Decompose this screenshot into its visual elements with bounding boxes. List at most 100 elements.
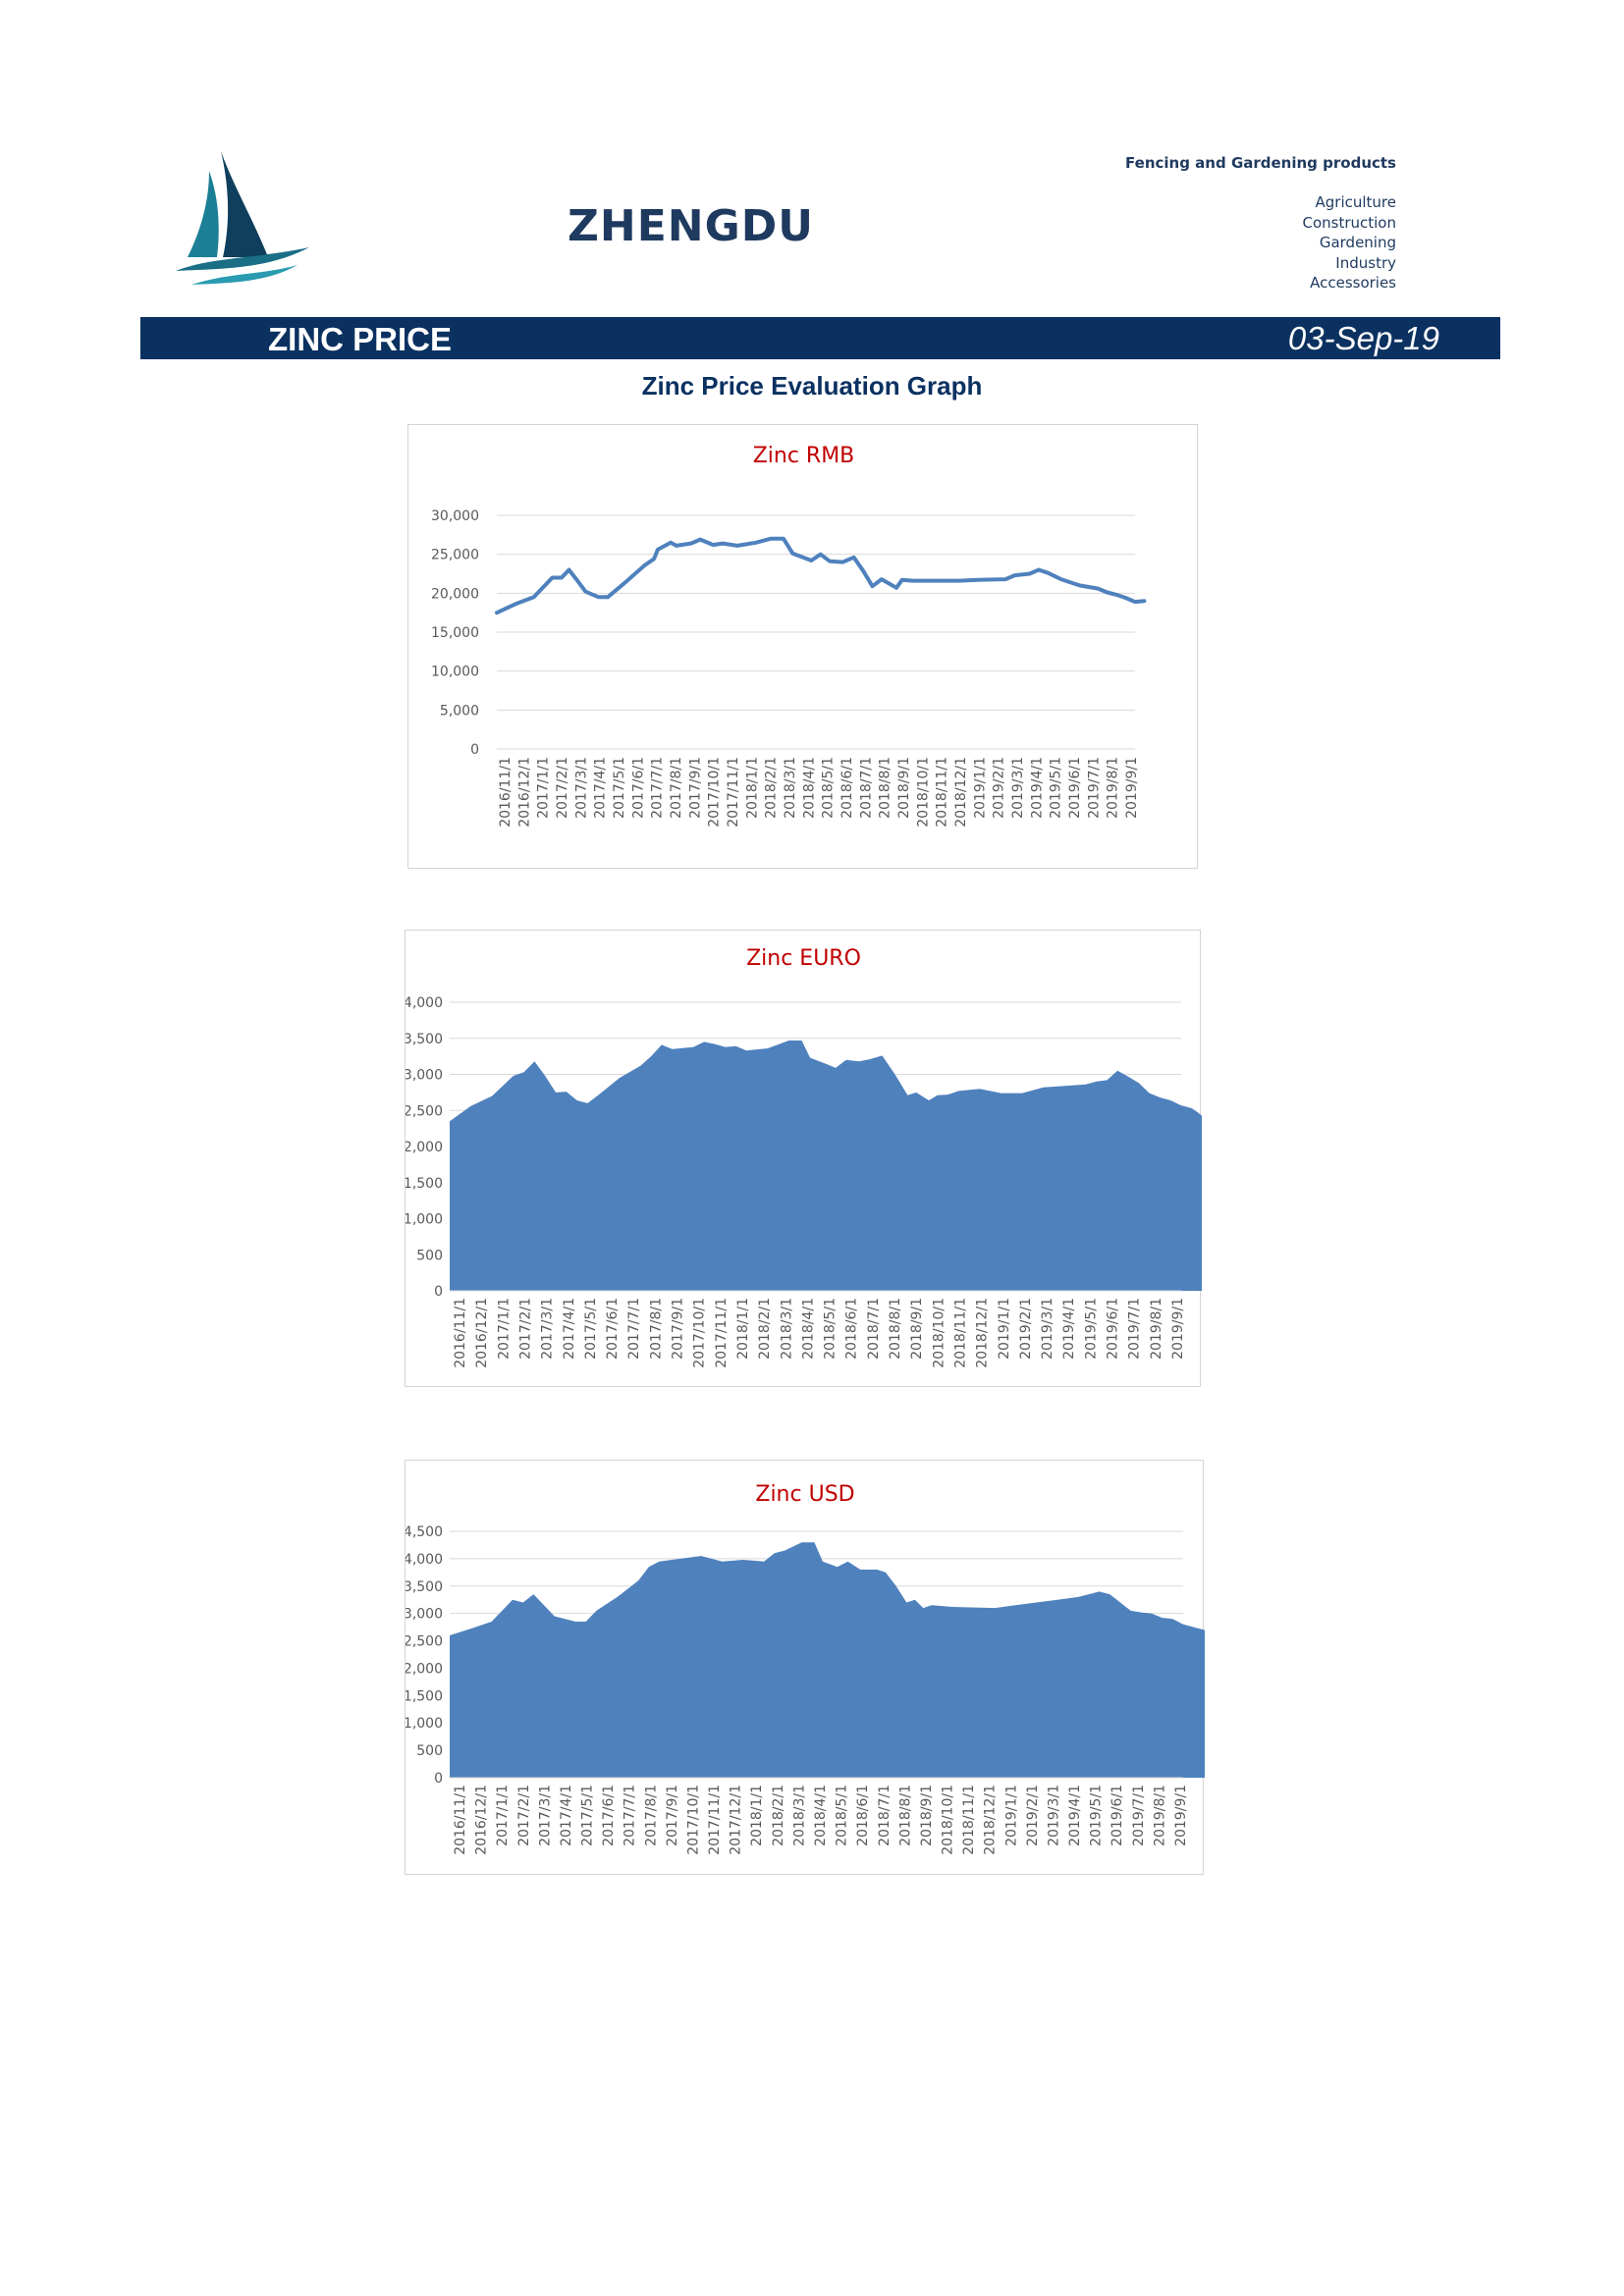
x-tick-label: 2017/7/1 bbox=[650, 757, 666, 819]
company-logo bbox=[176, 151, 309, 285]
x-tick-label: 2017/5/1 bbox=[612, 757, 627, 819]
x-tick-label: 2016/11/1 bbox=[498, 757, 514, 828]
y-tick-label: 3,000 bbox=[406, 1068, 443, 1084]
x-tick-label: 2019/7/1 bbox=[1131, 1785, 1147, 1846]
x-tick-label: 2019/4/1 bbox=[1029, 757, 1045, 819]
x-tick-label: 2017/2/1 bbox=[555, 757, 570, 819]
x-tick-label: 2017/9/1 bbox=[671, 1298, 686, 1360]
y-tick-label: 1,000 bbox=[406, 1716, 443, 1732]
x-tick-label: 2019/8/1 bbox=[1149, 1298, 1164, 1360]
x-tick-label: 2019/6/1 bbox=[1106, 1298, 1121, 1360]
y-tick-label: 5,000 bbox=[440, 703, 479, 719]
x-tick-label: 2018/6/1 bbox=[855, 1785, 871, 1846]
x-tick-label: 2018/9/1 bbox=[919, 1785, 935, 1846]
x-tick-label: 2019/4/1 bbox=[1061, 1298, 1077, 1360]
x-tick-label: 2018/2/1 bbox=[757, 1298, 773, 1360]
y-tick-label: 3,000 bbox=[406, 1607, 443, 1623]
x-tick-label: 2017/11/1 bbox=[714, 1298, 730, 1368]
y-tick-label: 10,000 bbox=[431, 665, 479, 680]
x-tick-label: 2017/2/1 bbox=[516, 1785, 532, 1846]
x-tick-label: 2018/7/1 bbox=[858, 757, 874, 819]
x-tick-label: 2018/11/1 bbox=[961, 1785, 977, 1855]
x-tick-label: 2017/2/1 bbox=[518, 1298, 534, 1360]
y-tick-label: 1,000 bbox=[406, 1212, 443, 1228]
x-tick-label: 2018/1/1 bbox=[749, 1785, 765, 1846]
x-tick-label: 2017/5/1 bbox=[580, 1785, 596, 1846]
x-tick-label: 2018/3/1 bbox=[779, 1298, 794, 1360]
tagline: Fencing and Gardening products bbox=[1125, 154, 1396, 172]
chart-zinc-rmb: Zinc RMB 0 5,000 10,000 15,000 20,000 25,000 30… bbox=[407, 424, 1198, 869]
x-tick-label: 2017/1/1 bbox=[536, 757, 552, 819]
x-tick-label: 2019/8/1 bbox=[1152, 1785, 1167, 1846]
category-item: Construction bbox=[1302, 213, 1396, 232]
x-tick-label: 2018/6/1 bbox=[844, 1298, 860, 1360]
chart-title: Zinc EURO bbox=[746, 946, 861, 971]
x-tick-label: 2017/5/1 bbox=[583, 1298, 599, 1360]
x-tick-label: 2016/11/1 bbox=[453, 1298, 468, 1368]
x-tick-label: 2019/5/1 bbox=[1083, 1298, 1099, 1360]
x-tick-label: 2018/4/1 bbox=[801, 757, 817, 819]
x-tick-label: 2017/6/1 bbox=[601, 1785, 617, 1846]
x-tick-label: 2018/5/1 bbox=[835, 1785, 850, 1846]
series-area bbox=[450, 1041, 1202, 1291]
category-item: Accessories bbox=[1310, 274, 1396, 292]
series-line bbox=[495, 536, 1147, 615]
x-tick-label: 2018/12/1 bbox=[983, 1785, 999, 1855]
report-date: 03-Sep-19 bbox=[1287, 320, 1439, 356]
x-tick-label: 2018/10/1 bbox=[931, 1298, 947, 1368]
x-tick-label: 2017/4/1 bbox=[593, 757, 609, 819]
x-tick-label: 2017/3/1 bbox=[573, 757, 589, 819]
x-tick-label: 2017/11/1 bbox=[707, 1785, 723, 1855]
x-tick-label: 2017/10/1 bbox=[686, 1785, 702, 1855]
x-tick-label: 2019/2/1 bbox=[1018, 1298, 1034, 1360]
series-area bbox=[450, 1542, 1205, 1778]
x-tick-label: 2018/12/1 bbox=[953, 757, 969, 828]
x-tick-label: 2019/7/1 bbox=[1127, 1298, 1143, 1360]
y-tick-label: 2,500 bbox=[406, 1634, 443, 1650]
x-tick-label: 2016/12/1 bbox=[474, 1785, 490, 1855]
x-tick-label: 2017/7/1 bbox=[626, 1298, 642, 1360]
x-tick-label: 2019/1/1 bbox=[972, 757, 988, 819]
category-item: Gardening bbox=[1319, 234, 1396, 251]
x-tick-label: 2017/9/1 bbox=[665, 1785, 680, 1846]
x-tick-label: 2016/12/1 bbox=[474, 1298, 490, 1368]
x-tick-label: 2019/2/1 bbox=[1025, 1785, 1041, 1846]
y-tick-label: 0 bbox=[470, 742, 479, 758]
x-tick-label: 2019/3/1 bbox=[1010, 757, 1026, 819]
x-tick-label: 2017/9/1 bbox=[687, 757, 703, 819]
x-tick-label: 2017/10/1 bbox=[707, 757, 723, 828]
x-tick-label: 2017/10/1 bbox=[692, 1298, 708, 1368]
x-tick-label: 2018/7/1 bbox=[866, 1298, 882, 1360]
x-tick-label: 2017/6/1 bbox=[605, 1298, 621, 1360]
title-bar: ZINC PRICE 03-Sep-19 bbox=[140, 317, 1500, 359]
category-list: Agriculture Construction Gardening Indus… bbox=[1302, 192, 1396, 294]
brand-name: ZHENGDU bbox=[568, 201, 814, 251]
x-tick-label: 2018/2/1 bbox=[764, 757, 780, 819]
x-tick-label: 2018/9/1 bbox=[896, 757, 912, 819]
x-tick-label: 2018/6/1 bbox=[839, 757, 855, 819]
y-tick-label: 0 bbox=[434, 1771, 443, 1787]
y-tick-label: 4,000 bbox=[406, 995, 443, 1011]
x-tick-label: 2019/7/1 bbox=[1086, 757, 1102, 819]
x-tick-label: 2016/12/1 bbox=[516, 757, 532, 828]
y-tick-label: 3,500 bbox=[406, 1032, 443, 1047]
section-title: Zinc Price Evaluation Graph bbox=[641, 371, 983, 400]
x-tick-label: 2018/11/1 bbox=[953, 1298, 969, 1368]
y-tick-label: 2,500 bbox=[406, 1103, 443, 1119]
x-tick-label: 2019/9/1 bbox=[1124, 757, 1140, 819]
y-tick-label: 4,500 bbox=[406, 1524, 443, 1540]
y-tick-label: 500 bbox=[416, 1743, 443, 1759]
chart-zinc-euro: Zinc EURO 0 500 1,000 1,500 2,000 2,500 3,000 3,… bbox=[405, 930, 1202, 1387]
x-tick-label: 2018/4/1 bbox=[813, 1785, 829, 1846]
chart-zinc-usd: Zinc USD 0 500 1,000 1,500 2,000 2,500 3,000 3,5… bbox=[405, 1460, 1205, 1875]
x-tick-label: 2018/5/1 bbox=[823, 1298, 839, 1360]
x-tick-label: 2018/7/1 bbox=[877, 1785, 893, 1846]
x-tick-label: 2018/8/1 bbox=[888, 1298, 903, 1360]
x-tick-label: 2018/9/1 bbox=[909, 1298, 925, 1360]
x-tick-label: 2017/1/1 bbox=[495, 1785, 511, 1846]
x-tick-label: 2019/4/1 bbox=[1067, 1785, 1083, 1846]
x-tick-label: 2019/1/1 bbox=[1003, 1785, 1019, 1846]
x-tick-label: 2018/2/1 bbox=[771, 1785, 786, 1846]
x-tick-label: 2017/8/1 bbox=[669, 757, 684, 819]
y-tick-label: 500 bbox=[416, 1248, 443, 1263]
